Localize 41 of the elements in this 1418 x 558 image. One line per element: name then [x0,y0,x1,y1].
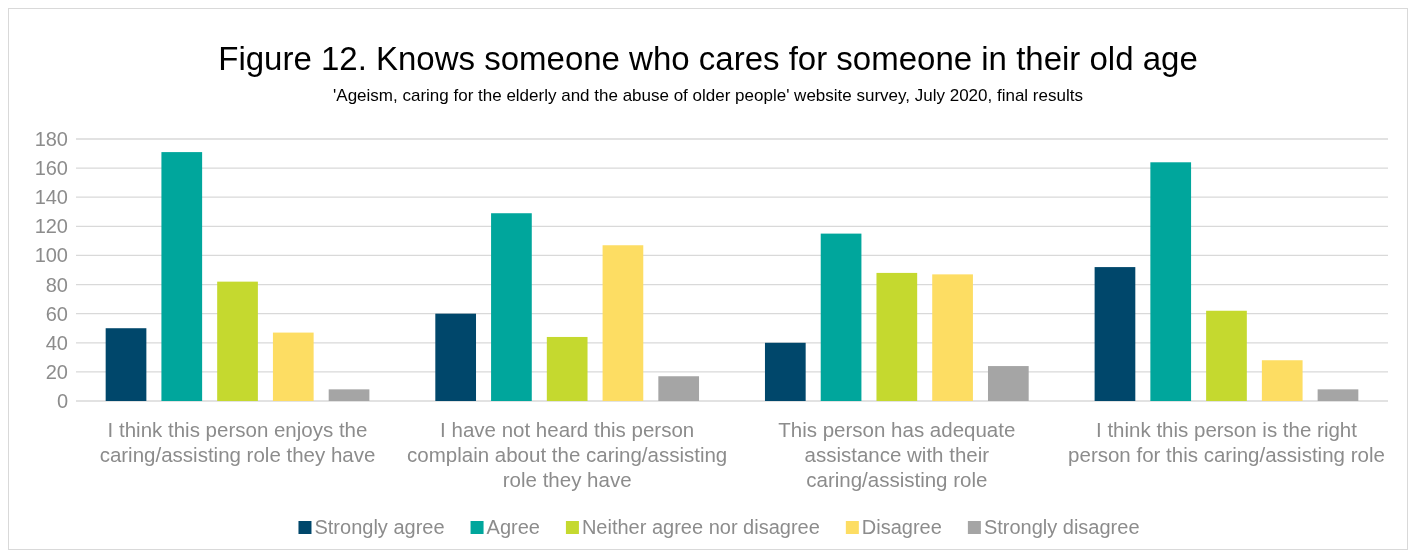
bar [658,376,700,401]
bar [764,342,806,401]
chart-title: Figure 12. Knows someone who cares for someone in their old age [218,40,1198,77]
bar [435,313,477,401]
bar [1206,310,1247,401]
chart-subtitle: 'Ageism, caring for the elderly and the abuse of older people' website survey, July 2020, final results [333,86,1083,105]
bar [602,245,644,401]
y-tick-label: 0 [56,390,68,412]
x-tick-label: I have not heard this person complain about the caring/assisting role they have [407,418,728,491]
y-tick-label: 20 [45,360,68,383]
legend-label: Strongly disagree [983,516,1140,538]
bar [987,366,1029,401]
bar [1150,162,1192,401]
bar [1094,267,1136,401]
bar [328,389,370,401]
bar [876,272,918,401]
x-tick-label: This person has adequate assistance with their caring/assisting role [778,418,1016,491]
y-tick-label: 140 [34,186,68,209]
bar [105,328,147,401]
legend-label: Disagree [861,516,942,538]
x-tick-label: I think this person is the right person for this caring/assisting role [1068,418,1385,466]
y-tick-label: 60 [45,302,68,325]
legend-label: Neither agree nor disagree [581,516,820,538]
bar [1317,389,1359,401]
bar [1261,360,1303,401]
bar [820,233,862,401]
y-tick-label: 40 [45,331,68,354]
bar [272,332,314,401]
legend-label: Strongly agree [314,516,445,538]
bar [161,152,203,401]
bar [546,336,588,401]
bar [932,274,973,401]
y-tick-label: 80 [45,273,68,296]
y-tick-label: 160 [34,157,68,180]
bar [217,281,258,401]
legend-label: Agree [486,516,540,538]
y-tick-label: 100 [34,244,68,267]
x-tick-label: I think this person enjoys the caring/assisting role they have [99,418,376,466]
bar [491,213,532,401]
y-tick-label: 180 [34,128,68,150]
y-tick-label: 120 [34,215,68,238]
